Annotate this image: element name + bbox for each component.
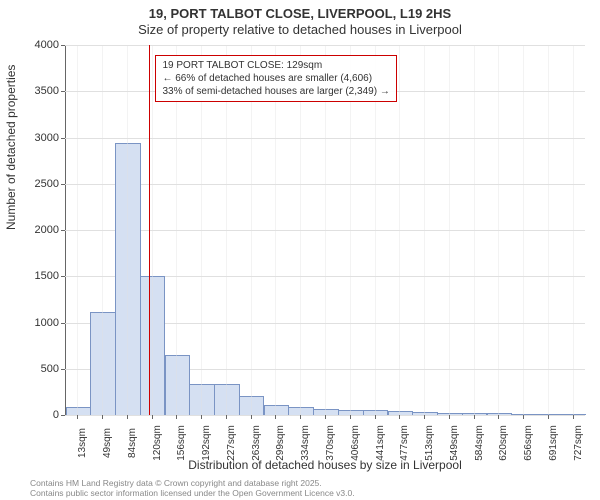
chart-title: 19, PORT TALBOT CLOSE, LIVERPOOL, L19 2H… — [0, 6, 600, 21]
x-tick-mark — [548, 415, 549, 419]
gridline-v — [127, 45, 128, 415]
x-tick-mark — [399, 415, 400, 419]
y-tick-mark — [61, 45, 65, 46]
y-tick-mark — [61, 276, 65, 277]
x-tick-label: 84sqm — [127, 428, 138, 458]
histogram-bar — [536, 414, 562, 415]
gridline-v — [548, 45, 549, 415]
x-tick-mark — [201, 415, 202, 419]
x-tick-mark — [251, 415, 252, 419]
x-tick-mark — [152, 415, 153, 419]
footer-line1: Contains HM Land Registry data © Crown c… — [30, 478, 355, 488]
x-tick-label: 727sqm — [573, 425, 584, 461]
histogram-bar — [437, 413, 463, 415]
annotation-line2: ← 66% of detached houses are smaller (4,… — [162, 72, 389, 85]
y-tick-mark — [61, 369, 65, 370]
x-tick-mark — [375, 415, 376, 419]
property-marker-line — [149, 45, 150, 415]
x-axis-label: Distribution of detached houses by size … — [65, 458, 585, 472]
x-tick-mark — [350, 415, 351, 419]
y-tick-mark — [61, 230, 65, 231]
y-tick-mark — [61, 323, 65, 324]
plot-area: 0500100015002000250030003500400013sqm49s… — [65, 45, 585, 415]
x-tick-mark — [498, 415, 499, 419]
gridline-v — [424, 45, 425, 415]
x-tick-label: 691sqm — [548, 425, 559, 461]
x-tick-label: 13sqm — [77, 428, 88, 458]
y-tick-mark — [61, 184, 65, 185]
y-tick-label: 3000 — [35, 132, 59, 144]
y-tick-label: 4000 — [35, 39, 59, 51]
x-tick-label: 49sqm — [102, 428, 113, 458]
x-tick-label: 263sqm — [251, 425, 262, 461]
histogram-bar — [214, 384, 240, 415]
y-tick-label: 2000 — [35, 224, 59, 236]
chart-subtitle: Size of property relative to detached ho… — [0, 22, 600, 37]
x-tick-label: 513sqm — [424, 425, 435, 461]
x-tick-label: 334sqm — [300, 425, 311, 461]
x-tick-mark — [77, 415, 78, 419]
x-tick-label: 584sqm — [474, 425, 485, 461]
x-tick-label: 299sqm — [275, 425, 286, 461]
annotation-box: 19 PORT TALBOT CLOSE: 129sqm← 66% of det… — [155, 55, 396, 102]
annotation-line3: 33% of semi-detached houses are larger (… — [162, 85, 389, 98]
x-tick-mark — [523, 415, 524, 419]
annotation-line1: 19 PORT TALBOT CLOSE: 129sqm — [162, 59, 389, 72]
x-tick-mark — [102, 415, 103, 419]
footer-credits: Contains HM Land Registry data © Crown c… — [30, 478, 355, 498]
gridline-v — [152, 45, 153, 415]
gridline-v — [474, 45, 475, 415]
x-tick-mark — [226, 415, 227, 419]
x-tick-mark — [275, 415, 276, 419]
x-tick-mark — [424, 415, 425, 419]
x-tick-label: 441sqm — [375, 425, 386, 461]
y-tick-mark — [61, 415, 65, 416]
x-tick-label: 656sqm — [523, 425, 534, 461]
gridline-v — [449, 45, 450, 415]
x-tick-mark — [474, 415, 475, 419]
y-axis-label: Number of detached properties — [4, 65, 18, 230]
y-tick-mark — [61, 138, 65, 139]
y-tick-label: 1000 — [35, 317, 59, 329]
footer-line2: Contains public sector information licen… — [30, 488, 355, 498]
x-tick-mark — [449, 415, 450, 419]
gridline-v — [573, 45, 574, 415]
x-tick-mark — [325, 415, 326, 419]
x-tick-label: 156sqm — [176, 425, 187, 461]
x-tick-label: 620sqm — [498, 425, 509, 461]
gridline-v — [102, 45, 103, 415]
y-tick-label: 1500 — [35, 270, 59, 282]
x-tick-label: 120sqm — [152, 425, 163, 461]
gridline-v — [77, 45, 78, 415]
x-tick-mark — [176, 415, 177, 419]
gridline-v — [523, 45, 524, 415]
x-tick-label: 477sqm — [399, 425, 410, 461]
x-tick-label: 227sqm — [226, 425, 237, 461]
y-tick-label: 3500 — [35, 85, 59, 97]
chart-container: 19, PORT TALBOT CLOSE, LIVERPOOL, L19 2H… — [0, 0, 600, 500]
x-tick-label: 192sqm — [201, 425, 212, 461]
y-tick-label: 500 — [41, 363, 59, 375]
x-tick-label: 370sqm — [325, 425, 336, 461]
y-tick-label: 0 — [53, 409, 59, 421]
x-tick-label: 406sqm — [350, 425, 361, 461]
y-tick-label: 2500 — [35, 178, 59, 190]
histogram-bar — [115, 143, 141, 415]
histogram-bar — [338, 410, 364, 415]
y-tick-mark — [61, 91, 65, 92]
gridline-v — [399, 45, 400, 415]
gridline-v — [498, 45, 499, 415]
x-tick-label: 549sqm — [449, 425, 460, 461]
x-tick-mark — [127, 415, 128, 419]
x-tick-mark — [573, 415, 574, 419]
x-tick-mark — [300, 415, 301, 419]
